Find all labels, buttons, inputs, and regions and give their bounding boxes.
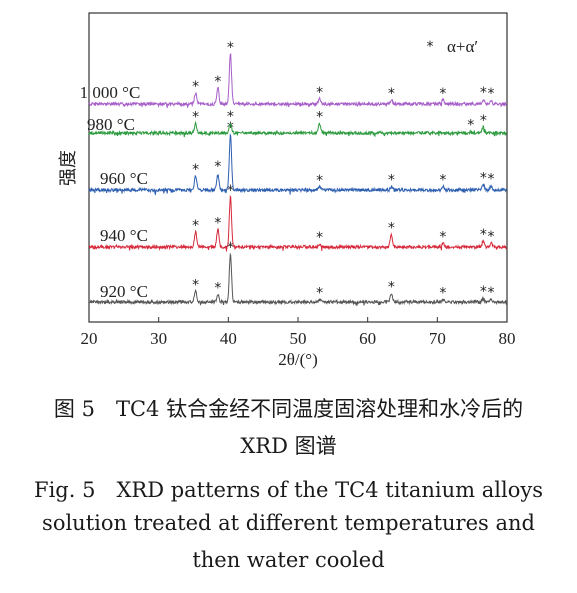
x-tick-label: 60 [359, 329, 376, 348]
series-line [88, 53, 508, 108]
series-line [88, 120, 508, 138]
peak-marker: * [227, 40, 234, 56]
peak-marker: * [227, 240, 234, 256]
peak-marker: * [487, 86, 494, 102]
x-tick-label: 30 [150, 329, 167, 348]
series-line [88, 194, 507, 252]
series-label: 980 °C [87, 115, 135, 134]
x-tick-label: 80 [499, 329, 516, 348]
peak-marker: * [467, 118, 474, 134]
peak-marker: * [480, 170, 487, 186]
peak-marker: * [316, 85, 323, 101]
series-label: 940 °C [100, 226, 148, 245]
x-axis: 20 30 40 50 60 70 80 [81, 317, 516, 348]
series-line [88, 133, 508, 196]
series-label: 960 °C [100, 169, 148, 188]
series-label: 920 °C [100, 282, 148, 301]
caption-cn-line2: XRD 图谱 [240, 434, 337, 458]
legend-label: α+α′ [447, 37, 478, 56]
peak-marker: * [214, 74, 221, 90]
peak-marker: * [227, 109, 234, 125]
peak-marker: * [227, 120, 234, 136]
peak-marker: * [487, 172, 494, 188]
series-label: 1 000 °C [80, 83, 141, 102]
peak-marker: * [480, 227, 487, 243]
peak-marker: * [480, 284, 487, 300]
x-tick-label: 50 [290, 329, 307, 348]
peak-marker: * [388, 173, 395, 189]
peak-marker: * [439, 286, 446, 302]
peak-marker: * [192, 110, 199, 126]
peak-marker: * [487, 285, 494, 301]
x-tick-label: 20 [81, 329, 98, 348]
peak-marker: * [388, 86, 395, 102]
peak-marker: * [214, 280, 221, 296]
series-layer: 920 °C * *** * * * *940 °C * ***** * *960 °C * *** * *… [80, 40, 508, 306]
peak-marker: * [214, 159, 221, 175]
peak-marker: * [388, 279, 395, 295]
peak-marker: * [316, 230, 323, 246]
peak-marker: * [480, 85, 487, 101]
x-tick-label: 70 [429, 329, 446, 348]
legend-symbol: * [427, 39, 434, 55]
caption-en-line1: Fig. 5 XRD patterns of the TC4 titanium … [34, 478, 543, 502]
caption-en-line3: then water cooled [192, 548, 385, 572]
xrd-chart: 920 °C * *** * * * *940 °C * ***** * *960 °C * *** * *… [58, 12, 516, 369]
peak-marker: * [316, 110, 323, 126]
peak-marker: * [388, 221, 395, 237]
caption-cn-line1: 图 5 TC4 钛合金经不同温度固溶处理和水冷后的 [53, 397, 524, 421]
series-line [88, 252, 508, 306]
peak-marker: * [192, 162, 199, 178]
peak-marker: * [439, 230, 446, 246]
caption-en-line2: solution treated at different temperatur… [42, 511, 535, 535]
peak-marker: * [227, 183, 234, 199]
peak-marker: * [439, 173, 446, 189]
y-axis-label: 强度 [58, 150, 79, 186]
legend: * α+α′ [427, 37, 479, 56]
plot-frame [88, 12, 508, 323]
peak-marker: * [487, 229, 494, 245]
peak-marker: * [439, 86, 446, 102]
peak-marker: * [214, 216, 221, 232]
peak-marker: * [192, 218, 199, 234]
x-tick-label: 40 [220, 329, 237, 348]
peak-marker: * [192, 79, 199, 95]
peak-marker: * [316, 286, 323, 302]
peak-marker: * [480, 113, 487, 129]
peak-marker: * [316, 173, 323, 189]
peak-marker: * [192, 277, 199, 293]
x-axis-label: 2θ/(°) [278, 350, 318, 369]
